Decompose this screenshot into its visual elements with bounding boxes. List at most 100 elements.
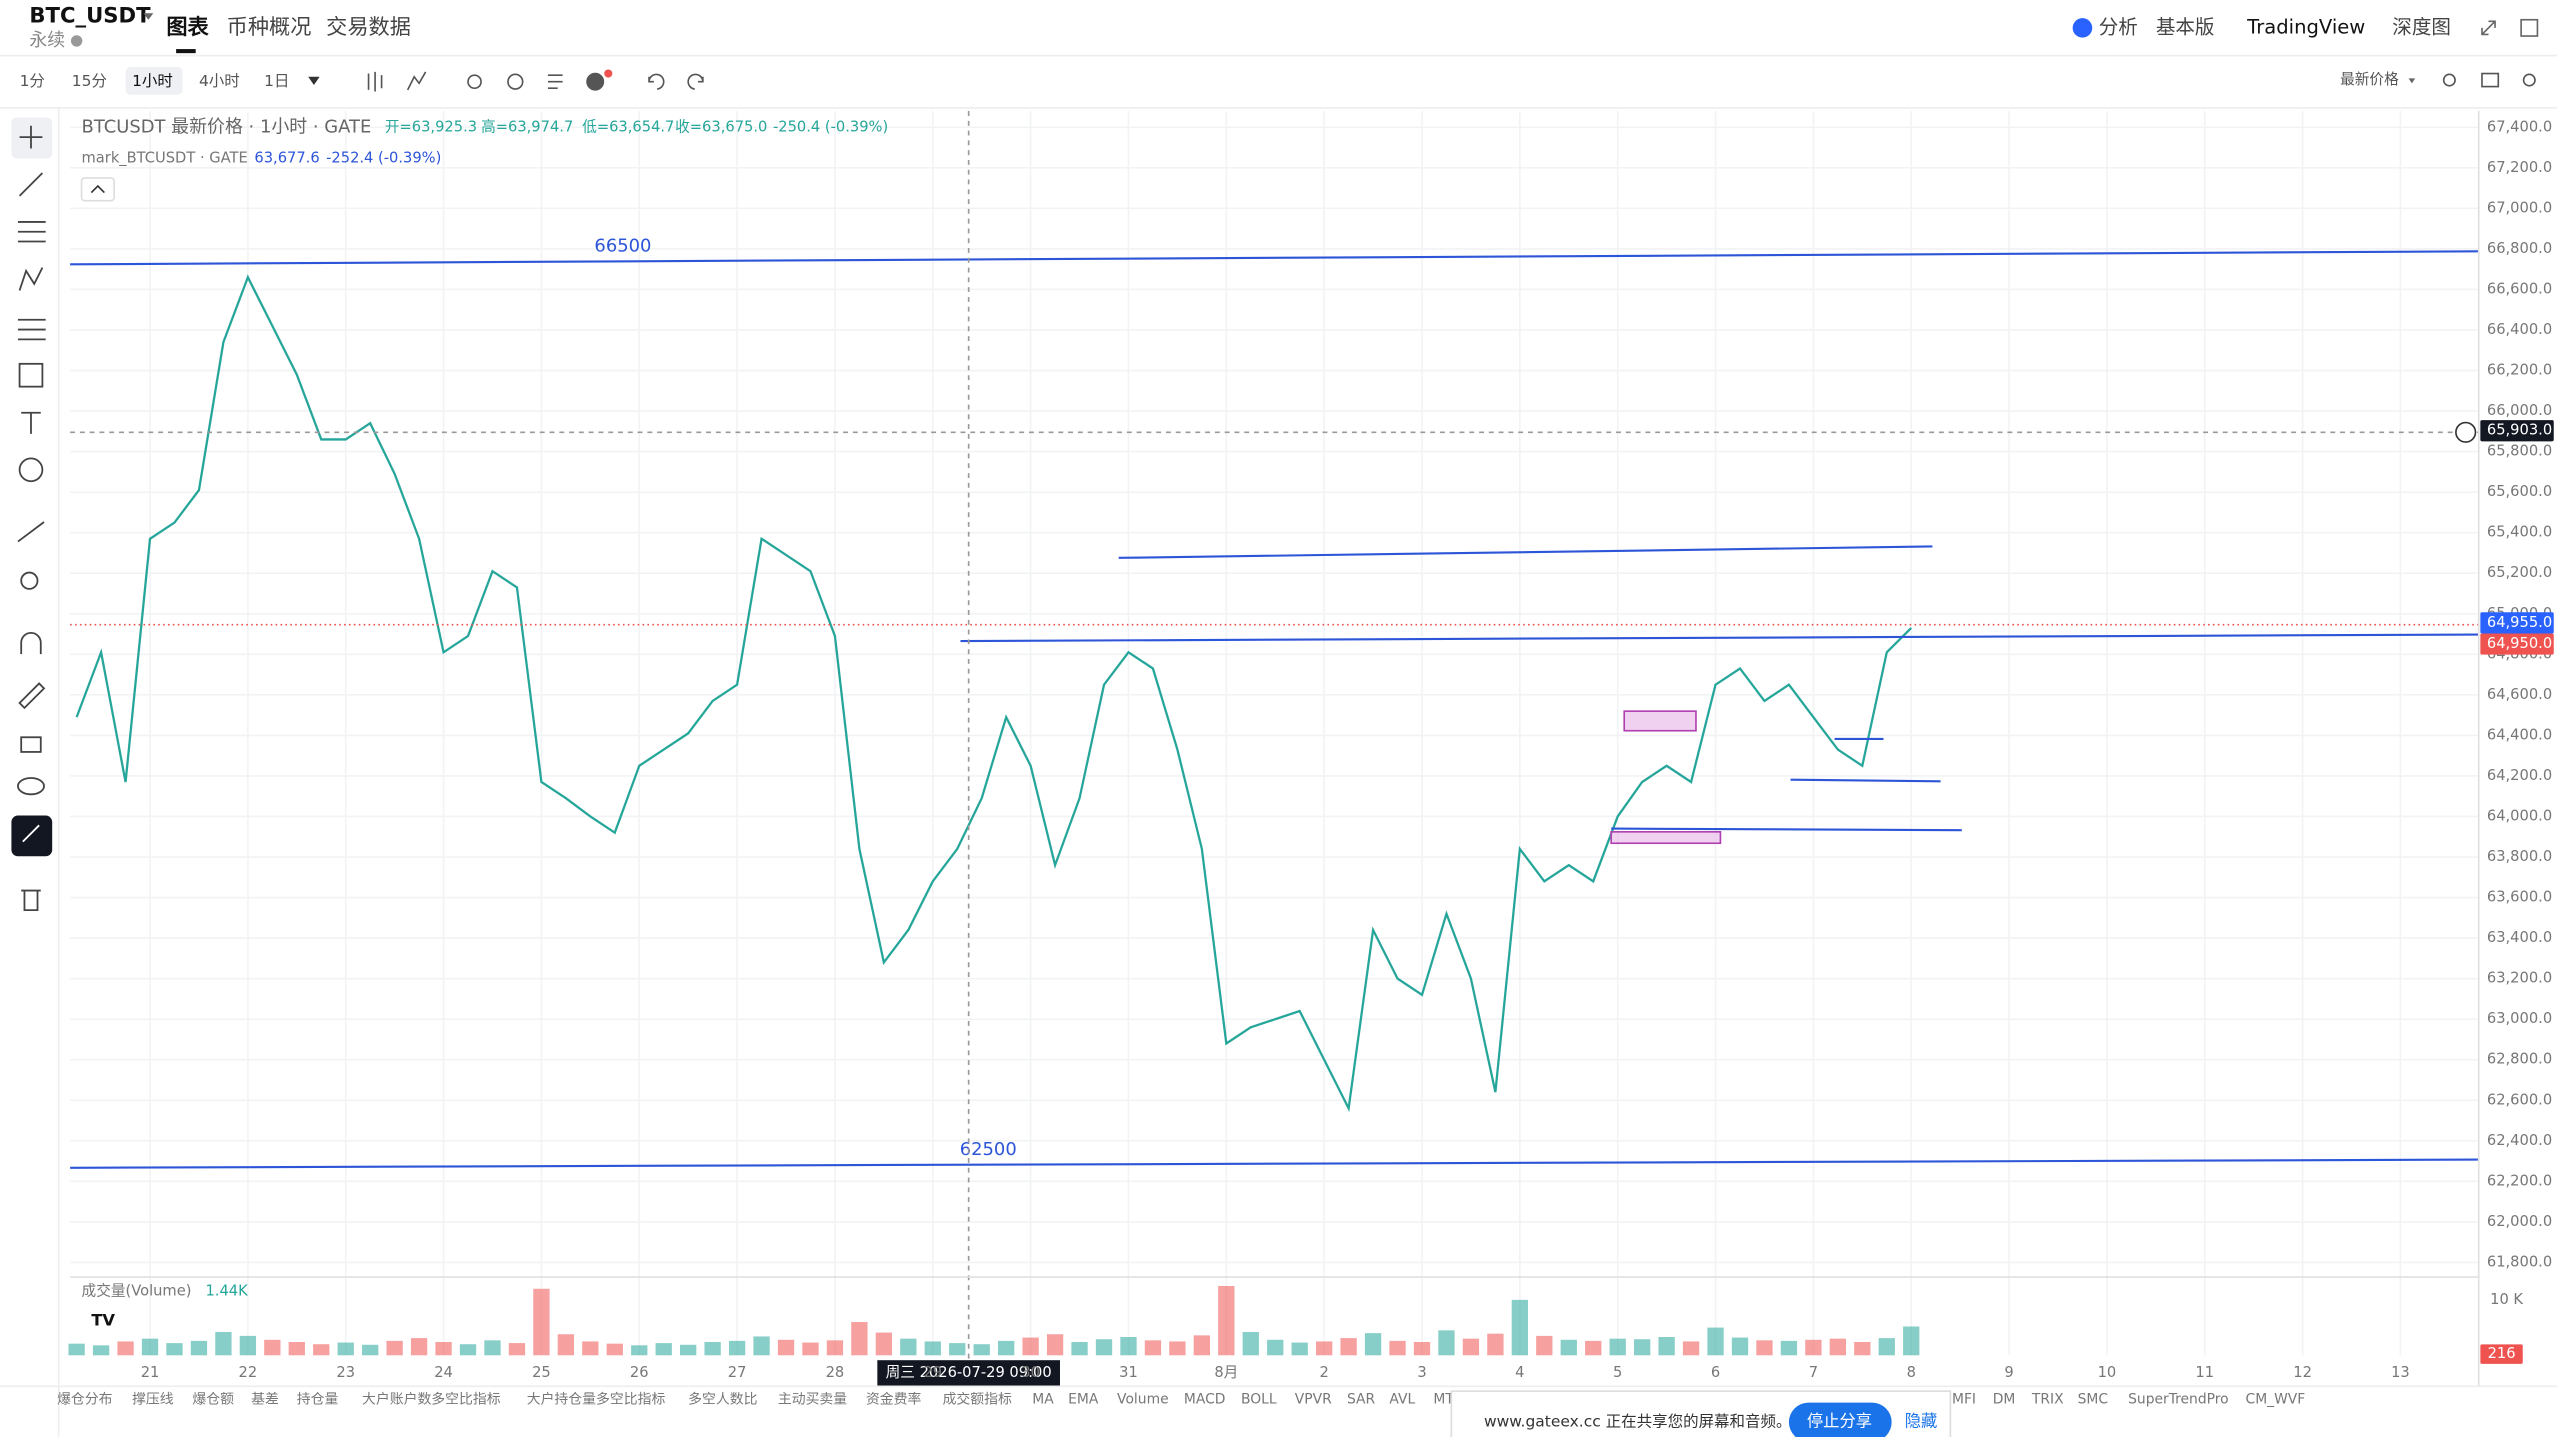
fib-tool[interactable] xyxy=(17,221,46,243)
camera-icon[interactable] xyxy=(2481,72,2500,88)
interval[interactable]: 1日 xyxy=(264,72,289,90)
indicator[interactable]: SMC xyxy=(2078,1391,2108,1407)
settings-icon[interactable] xyxy=(2522,73,2536,87)
indicator[interactable]: MA xyxy=(1032,1391,1054,1407)
drawn-box[interactable] xyxy=(1610,831,1722,845)
tab[interactable]: 币种概况 xyxy=(227,14,312,39)
candle-icon[interactable] xyxy=(367,71,383,92)
crosshair-tool[interactable] xyxy=(19,125,43,149)
indicator[interactable]: CM_WVF xyxy=(2246,1391,2306,1407)
volume-bar xyxy=(1511,1299,1529,1356)
stop-button[interactable] xyxy=(1788,1402,1892,1437)
magnet-tool[interactable] xyxy=(20,631,42,655)
info-icon[interactable] xyxy=(70,35,83,47)
link[interactable]: 基本版 xyxy=(2156,15,2215,38)
visibility-tool[interactable] xyxy=(17,777,45,796)
collapse-button[interactable] xyxy=(80,177,115,202)
indicator-icon[interactable] xyxy=(406,71,427,91)
interval[interactable]: 1分 xyxy=(20,72,45,90)
dropdown-icon[interactable] xyxy=(2408,78,2416,84)
drawn-line[interactable] xyxy=(1611,827,1962,832)
volume-bar xyxy=(1046,1334,1064,1356)
emoji-tool[interactable] xyxy=(18,457,44,483)
indicator[interactable]: 爆仓分布 xyxy=(57,1391,113,1407)
volume-bar xyxy=(1829,1338,1846,1356)
indicator[interactable]: 主动买卖量 xyxy=(778,1391,847,1407)
drawn-box[interactable] xyxy=(1623,710,1697,732)
indicator[interactable]: 资金费率 xyxy=(866,1390,922,1407)
x-tick-label: 8月 xyxy=(1214,1364,1238,1381)
y-tick-label: 66,600.0 xyxy=(2487,280,2552,297)
drawn-line[interactable] xyxy=(70,1158,2479,1169)
link[interactable]: TradingView xyxy=(2246,15,2365,38)
trendline-tool[interactable] xyxy=(18,172,44,197)
volume-bar xyxy=(1756,1340,1773,1356)
drawn-line[interactable] xyxy=(1790,778,1941,783)
x-tick-label: 28 xyxy=(826,1364,845,1381)
indicator[interactable]: SAR xyxy=(1347,1391,1376,1407)
replay-icon[interactable] xyxy=(507,73,524,90)
x-tick-label: 9 xyxy=(2004,1364,2013,1381)
indicator[interactable]: DM xyxy=(1993,1391,2016,1407)
pencil-tool[interactable] xyxy=(18,682,46,710)
indicator[interactable]: 大户持仓量多空比指标 xyxy=(527,1390,666,1407)
lock-tool[interactable] xyxy=(20,736,42,753)
pattern-tool[interactable] xyxy=(18,267,44,291)
indicator[interactable]: TRIX xyxy=(2031,1391,2064,1407)
indicator[interactable]: VPVR xyxy=(1295,1391,1332,1407)
dropdown-icon[interactable] xyxy=(308,76,320,85)
indicator[interactable]: 大户账户数多空比指标 xyxy=(362,1390,501,1407)
interval[interactable]: 1小时 xyxy=(132,72,173,90)
undo-icon[interactable] xyxy=(648,73,665,90)
indicator[interactable]: 成交额指标 xyxy=(943,1390,1012,1407)
indicator[interactable]: MFI xyxy=(1952,1391,1976,1407)
projection-tool[interactable] xyxy=(17,318,46,341)
volume-bar xyxy=(1218,1285,1235,1356)
add-alert-icon[interactable] xyxy=(2455,421,2477,443)
window-icon[interactable] xyxy=(2520,18,2539,37)
link[interactable]: 深度图 xyxy=(2392,15,2451,38)
shape-tool[interactable] xyxy=(18,362,44,388)
indicator[interactable]: 多空人数比 xyxy=(688,1390,757,1407)
price-source[interactable]: 最新价格 xyxy=(2340,71,2399,88)
indicator[interactable]: EMA xyxy=(1068,1391,1099,1407)
text-tool[interactable] xyxy=(21,411,41,434)
search-icon[interactable] xyxy=(2442,73,2456,87)
indicator[interactable]: AVL xyxy=(1389,1391,1415,1407)
symbol[interactable]: BTC_USDT xyxy=(29,2,151,27)
link[interactable]: 分析 xyxy=(2099,15,2138,38)
volume-bar xyxy=(1560,1339,1577,1356)
indicator[interactable]: MACD xyxy=(1184,1391,1226,1407)
hide-link[interactable]: 隐藏 xyxy=(1905,1412,1938,1431)
indicator[interactable]: BOLL xyxy=(1241,1391,1277,1407)
ruler-tool[interactable] xyxy=(17,521,45,543)
x-tick-label: 6 xyxy=(1711,1364,1720,1381)
template-icon[interactable] xyxy=(547,74,563,90)
add-icon[interactable] xyxy=(586,72,605,91)
dropdown-icon[interactable] xyxy=(143,13,154,20)
delete-tool[interactable] xyxy=(21,889,41,912)
redo-icon[interactable] xyxy=(687,73,704,90)
zoom-tool[interactable] xyxy=(20,571,39,590)
drawn-line[interactable] xyxy=(1118,545,1933,559)
tab[interactable]: 图表 xyxy=(166,14,209,39)
indicator[interactable]: MT xyxy=(1433,1391,1454,1407)
indicator[interactable]: 持仓量 xyxy=(297,1391,339,1407)
analysis-icon[interactable] xyxy=(2072,18,2093,38)
drawn-line[interactable] xyxy=(70,250,2479,266)
x-tick-label: 25 xyxy=(532,1364,551,1381)
alert-icon[interactable] xyxy=(467,74,482,90)
expand-icon[interactable] xyxy=(2481,20,2496,36)
indicator[interactable]: 基差 xyxy=(251,1390,279,1407)
indicator[interactable]: 撑压线 xyxy=(132,1391,174,1407)
indicator[interactable]: SuperTrendPro xyxy=(2128,1391,2229,1407)
drawn-line[interactable] xyxy=(960,633,2479,643)
interval[interactable]: 15分 xyxy=(72,72,107,90)
price-badge-bg xyxy=(2480,612,2554,634)
link-tool-active[interactable] xyxy=(11,815,53,857)
interval[interactable]: 4小时 xyxy=(199,72,240,90)
tab[interactable]: 交易数据 xyxy=(326,14,411,39)
indicator[interactable]: Volume xyxy=(1117,1391,1169,1407)
y-tick-label: 66,800.0 xyxy=(2487,240,2552,257)
indicator[interactable]: 爆仓额 xyxy=(192,1391,234,1407)
